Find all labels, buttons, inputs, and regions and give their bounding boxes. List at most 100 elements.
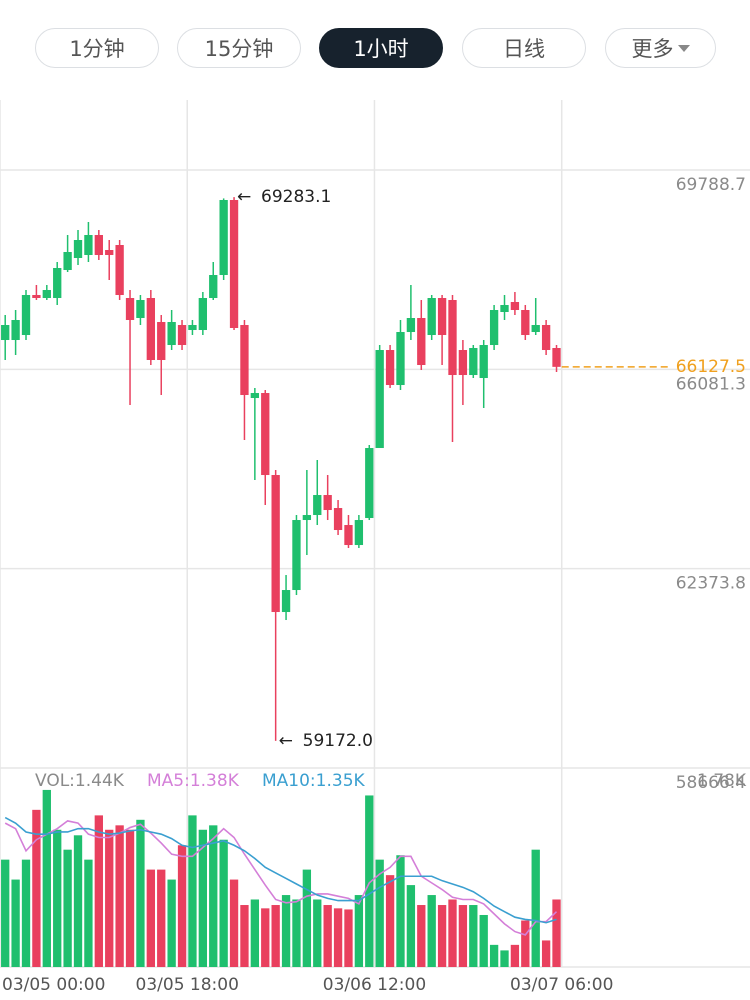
tab-label: 15分钟 <box>204 37 274 61</box>
volume-bar <box>229 879 239 967</box>
tab[interactable]: 1分钟 <box>35 28 159 68</box>
volume-bar <box>302 869 312 967</box>
volume-bar <box>448 899 457 967</box>
tab[interactable]: 1小时 <box>319 28 443 68</box>
candle-body <box>42 290 51 299</box>
tab[interactable]: 日线 <box>462 28 586 68</box>
candle-body <box>250 393 260 399</box>
candle-body <box>219 200 228 276</box>
candle-body <box>53 268 62 299</box>
volume-bar <box>521 920 530 967</box>
volume-bar <box>479 914 488 967</box>
volume-bar <box>94 815 103 967</box>
candle-body <box>437 298 447 336</box>
tab-label: 1分钟 <box>69 37 125 61</box>
candle-body <box>333 508 343 531</box>
candle-body <box>84 235 93 256</box>
volume-bar <box>115 825 124 967</box>
tab-label: 更多 <box>631 37 674 61</box>
volume-bar <box>500 950 509 967</box>
candle-body <box>281 590 291 613</box>
volume-bar <box>177 845 187 967</box>
volume-bar <box>32 809 41 967</box>
candle-body <box>167 322 176 346</box>
y-tick-label: 66081.3 <box>676 374 746 394</box>
candle-body <box>63 252 72 271</box>
candle-body <box>406 318 416 333</box>
candle-body <box>73 240 83 259</box>
candle-body <box>375 350 384 449</box>
candle-body <box>448 300 457 376</box>
volume-bar <box>105 829 114 967</box>
volume-bar <box>188 815 197 967</box>
volume-bar <box>1 859 10 967</box>
candle-body <box>136 300 145 319</box>
volume-bar <box>146 869 155 967</box>
volume-bar <box>125 829 135 967</box>
current-price-label: 66127.5 <box>676 357 746 377</box>
volume-bar <box>209 825 218 967</box>
volume-bar <box>333 908 343 967</box>
volume-bar <box>136 819 145 967</box>
volume-bar <box>261 908 270 967</box>
legend-entry: MA10:1.35K <box>262 771 366 791</box>
candle-body <box>458 350 468 376</box>
candle-body <box>489 310 499 346</box>
volume-bar <box>84 859 93 967</box>
candle-body <box>354 520 364 546</box>
volume-bar <box>552 899 561 967</box>
volume-bar <box>21 859 31 967</box>
candle-body <box>302 515 312 521</box>
candle-body <box>209 275 218 299</box>
candle-body <box>146 298 155 361</box>
x-tick-label: 03/05 00:00 <box>2 975 105 995</box>
volume-bar <box>406 885 416 967</box>
volume-bar <box>510 944 520 967</box>
volume-bar <box>469 905 478 967</box>
candle-body <box>417 318 426 366</box>
volume-bar <box>157 869 166 967</box>
candle-body <box>271 475 280 613</box>
volume-bar <box>240 905 249 967</box>
candle-body <box>177 325 187 346</box>
volume-bar <box>323 905 332 967</box>
volume-bar <box>417 905 426 967</box>
volume-bar <box>427 895 436 967</box>
candle-body <box>521 310 530 336</box>
candle-body <box>323 495 332 511</box>
volume-bar <box>53 829 62 967</box>
candle-body <box>479 345 488 379</box>
volume-bar <box>396 855 405 967</box>
dropdown-caret <box>677 44 690 52</box>
candle-body <box>11 320 20 341</box>
candle-body <box>365 448 374 519</box>
volume-bar <box>281 895 291 967</box>
candle-body <box>157 322 166 361</box>
tab-label: 1小时 <box>353 37 409 61</box>
y-tick-label: 69788.7 <box>676 175 746 195</box>
tab[interactable]: 15分钟 <box>177 28 301 68</box>
volume-bar <box>531 849 540 967</box>
candle-body <box>125 298 135 321</box>
candle-body <box>396 332 405 386</box>
volume-bar <box>63 849 72 967</box>
volume-bar <box>271 905 280 967</box>
high-arrow: ← <box>237 187 251 207</box>
candle-body <box>469 348 478 376</box>
tab[interactable]: 更多 <box>605 28 716 68</box>
y-tick-label: 62373.8 <box>676 574 746 594</box>
candle-body <box>229 200 239 329</box>
x-tick-label: 03/05 18:00 <box>136 975 239 995</box>
candle-body <box>115 245 124 296</box>
x-tick-label: 03/07 06:00 <box>510 975 613 995</box>
candle-body <box>105 250 114 256</box>
volume-bar <box>313 899 322 967</box>
volume-bar <box>73 835 83 967</box>
volume-bar <box>167 879 176 967</box>
x-tick-label: 03/06 12:00 <box>323 975 426 995</box>
volume-bar <box>292 899 301 967</box>
volume-bar <box>385 875 395 967</box>
ma-line <box>4 816 557 924</box>
volume-tick-label: 1.78K <box>697 771 747 791</box>
